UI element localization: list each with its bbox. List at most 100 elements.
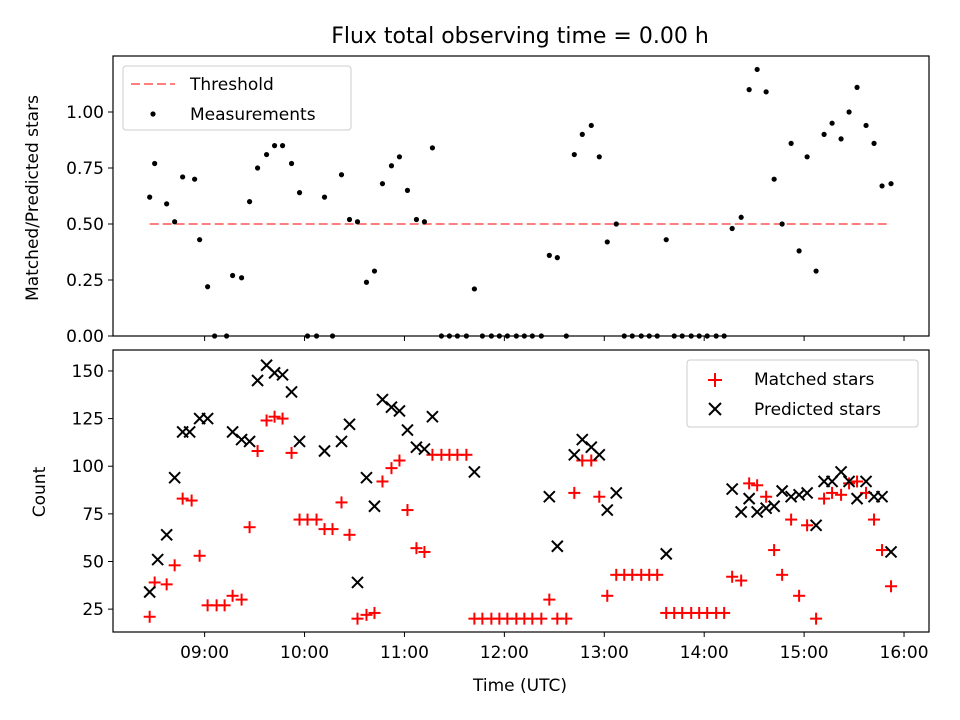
- bottom-xtick-label: 15:00: [780, 643, 829, 663]
- measurement-point: [404, 187, 411, 193]
- measurement-point: [396, 154, 403, 160]
- measurement-point: [421, 219, 428, 225]
- measurement-point: [192, 176, 198, 182]
- predicted-star-marker: [568, 448, 581, 462]
- matched-star-marker: [835, 488, 848, 501]
- matched-star-marker: [160, 578, 173, 591]
- measurement-point: [813, 268, 819, 274]
- measurement-point: [604, 239, 610, 245]
- predicted-star-marker: [875, 490, 889, 503]
- matched-star-marker: [235, 593, 248, 606]
- predicted-star-marker: [543, 490, 556, 503]
- measurement-point: [554, 255, 560, 261]
- measurement-point: [796, 248, 802, 254]
- bottom-ytick-label: 25: [82, 600, 104, 620]
- predicted-star-marker: [285, 385, 298, 399]
- measurement-point: [888, 181, 894, 187]
- bottom-legend-box: [686, 359, 919, 428]
- matched-star-marker: [868, 513, 881, 526]
- predicted-star-marker: [160, 528, 173, 542]
- matched-star-marker: [268, 410, 281, 423]
- predicted-star-marker: [183, 425, 196, 439]
- matched-star-marker: [876, 544, 889, 557]
- measurement-point: [846, 109, 852, 115]
- matched-star-marker: [360, 608, 373, 621]
- matched-star-marker: [276, 412, 289, 425]
- measurement-point: [321, 194, 328, 200]
- predicted-star-marker: [401, 423, 414, 437]
- matched-star-marker: [326, 523, 339, 536]
- bottom-ytick-label: 125: [72, 410, 104, 430]
- predicted-star-marker: [884, 545, 898, 559]
- measurement-point: [197, 237, 203, 243]
- measurement-point: [754, 66, 760, 73]
- measurement-point: [588, 122, 594, 129]
- matched-star-marker: [410, 542, 423, 555]
- matched-star-marker: [593, 490, 606, 503]
- matched-star-marker: [193, 549, 206, 562]
- top-legend-box: [122, 65, 352, 131]
- matched-star-marker: [343, 528, 356, 541]
- legend-matched-swatch: [708, 373, 722, 387]
- measurement-point: [738, 214, 744, 220]
- matched-star-marker: [568, 486, 581, 499]
- matched-star-marker: [310, 513, 323, 526]
- bottom-ytick-label: 100: [72, 457, 104, 477]
- measurement-point: [821, 131, 827, 137]
- predicted-star-marker: [426, 410, 439, 423]
- measurement-point: [152, 160, 158, 167]
- predicted-star-marker: [859, 475, 873, 488]
- measurement-point: [279, 143, 286, 149]
- predicted-star-marker: [393, 404, 406, 418]
- predicted-star-marker: [143, 585, 156, 599]
- predicted-star-marker: [610, 486, 623, 500]
- matched-star-marker: [585, 454, 598, 467]
- bottom-frame: [112, 349, 930, 633]
- matched-star-marker: [793, 589, 806, 602]
- matched-star-marker: [818, 492, 831, 505]
- bottom-xtick-label: 12:00: [480, 643, 529, 663]
- top-plot-area: 0.00 0.25 0.50 0.75 1.00: [66, 55, 930, 347]
- measurement-point: [663, 237, 669, 243]
- top-panel: 0.00 0.25 0.50 0.75 1.00 Matched/Predicted s…: [23, 55, 930, 347]
- matched-star-marker: [226, 589, 239, 602]
- predicted-star-marker: [601, 503, 614, 517]
- legend-predicted-label: Predicted stars: [754, 400, 881, 420]
- matched-star-marker: [535, 612, 548, 625]
- matched-star-marker: [393, 454, 406, 467]
- predicted-star-marker: [834, 465, 848, 479]
- measurement-point: [172, 219, 178, 225]
- chart-title: Flux total observing time = 0.00 h: [331, 24, 709, 49]
- measurement-point: [180, 174, 186, 180]
- predicted-star-marker: [151, 553, 164, 566]
- predicted-star-marker: [767, 500, 781, 513]
- bottom-xtick-label: 16:00: [880, 643, 929, 663]
- predicted-star-marker: [734, 505, 748, 519]
- predicted-star-marker: [809, 519, 823, 532]
- measurement-point: [288, 160, 295, 167]
- measurement-point: [729, 225, 735, 232]
- predicted-star-marker: [201, 412, 214, 425]
- matched-star-marker: [251, 444, 264, 457]
- measurement-point: [229, 272, 236, 279]
- predicted-star-marker: [418, 442, 431, 456]
- top-ytick-label: 0.50: [66, 215, 104, 235]
- measurement-point: [379, 181, 386, 187]
- top-y-axis-label: Matched/Predicted stars: [23, 95, 43, 301]
- measurement-point: [338, 172, 345, 178]
- matched-star-marker: [560, 612, 573, 625]
- matched-star-marker: [760, 490, 773, 503]
- measurement-point: [788, 140, 794, 146]
- matched-star-marker: [810, 612, 823, 625]
- legend-measurements-label: Measurements: [190, 105, 316, 125]
- matched-star-marker: [418, 545, 431, 558]
- matched-star-marker: [143, 610, 156, 623]
- measurement-point: [205, 284, 211, 290]
- legend-matched-label: Matched stars: [754, 370, 874, 390]
- predicted-star-marker: [842, 475, 856, 488]
- legend-predicted-swatch: [708, 402, 722, 416]
- predicted-star-marker: [335, 435, 348, 448]
- matched-star-marker: [176, 492, 189, 505]
- measurement-point: [771, 176, 777, 182]
